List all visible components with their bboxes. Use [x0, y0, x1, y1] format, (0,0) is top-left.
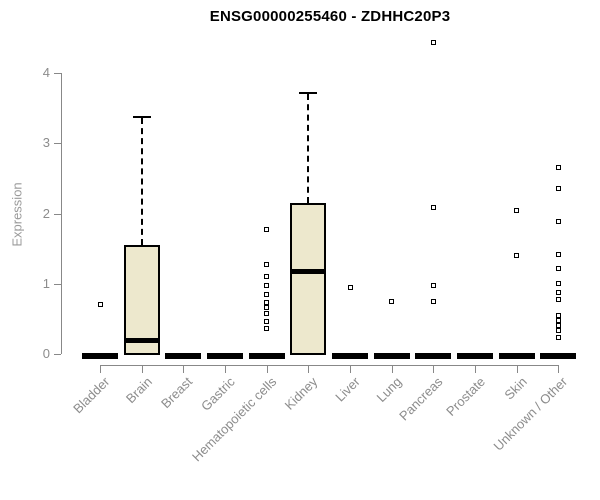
category-label: Brain — [122, 374, 155, 407]
category-label: Kidney — [281, 374, 321, 413]
x-axis-tick — [558, 365, 559, 373]
outlier-point — [431, 205, 436, 210]
upper-whisker — [141, 118, 143, 245]
outlier-point — [514, 208, 519, 213]
category-label: Pancreas — [396, 374, 446, 424]
outlier-point — [556, 297, 561, 302]
outlier-point — [264, 283, 269, 288]
category-label: Skin — [501, 374, 530, 403]
collapsed-box — [415, 353, 451, 359]
median-line — [124, 338, 160, 343]
outlier-point — [264, 292, 269, 297]
outlier-point — [556, 186, 561, 191]
outlier-point — [264, 311, 269, 316]
outlier-point — [431, 40, 436, 45]
outlier-point — [264, 274, 269, 279]
outlier-point — [556, 266, 561, 271]
box-iqr — [290, 203, 326, 355]
collapsed-box — [207, 353, 243, 359]
outlier-point — [264, 305, 269, 310]
category-label: Liver — [332, 374, 363, 405]
x-axis-tick — [183, 365, 184, 373]
upper-whisker — [307, 94, 309, 203]
y-axis-tick — [54, 354, 61, 355]
box-iqr — [124, 245, 160, 355]
y-axis-line — [61, 73, 62, 354]
outlier-point — [264, 319, 269, 324]
outlier-point — [556, 219, 561, 224]
outlier-point — [556, 318, 561, 323]
category-label: Bladder — [70, 374, 113, 417]
x-axis-tick — [225, 365, 226, 373]
outlier-point — [556, 165, 561, 170]
outlier-point — [556, 252, 561, 257]
outlier-point — [556, 323, 561, 328]
category-label: Breast — [158, 374, 196, 412]
outlier-point — [348, 285, 353, 290]
outlier-point — [556, 290, 561, 295]
y-axis-tick — [54, 143, 61, 144]
y-axis-tick — [54, 284, 61, 285]
category-label: Unknown / Other — [491, 374, 571, 454]
y-tick-label: 0 — [42, 346, 50, 361]
collapsed-box — [249, 353, 285, 359]
x-axis-tick — [517, 365, 518, 373]
outlier-point — [431, 283, 436, 288]
x-axis-tick — [267, 365, 268, 373]
collapsed-box — [82, 353, 118, 359]
outlier-point — [264, 300, 269, 305]
x-axis-tick — [350, 365, 351, 373]
collapsed-box — [165, 353, 201, 359]
outlier-point — [556, 328, 561, 333]
outlier-point — [389, 299, 394, 304]
y-tick-label: 1 — [42, 276, 50, 291]
y-axis-tick — [54, 73, 61, 74]
y-tick-label: 3 — [42, 135, 50, 150]
x-axis-tick — [433, 365, 434, 373]
x-axis-line — [100, 365, 559, 366]
collapsed-box — [374, 353, 410, 359]
collapsed-box — [499, 353, 535, 359]
collapsed-box — [540, 353, 576, 359]
category-label: Gastric — [197, 374, 238, 414]
outlier-point — [514, 253, 519, 258]
x-axis-tick — [142, 365, 143, 373]
median-line — [290, 269, 326, 274]
y-axis-tick — [54, 214, 61, 215]
y-tick-label: 2 — [42, 206, 50, 221]
outlier-point — [556, 281, 561, 286]
x-axis-tick — [392, 365, 393, 373]
chart-title: ENSG00000255460 - ZDHHC20P3 — [209, 8, 451, 25]
category-label: Prostate — [442, 374, 488, 419]
outlier-point — [264, 227, 269, 232]
whisker-cap — [133, 116, 151, 118]
outlier-point — [98, 302, 103, 307]
x-axis-tick — [475, 365, 476, 373]
y-tick-label: 4 — [42, 65, 50, 80]
x-axis-tick — [308, 365, 309, 373]
collapsed-box — [332, 353, 368, 359]
outlier-point — [556, 313, 561, 318]
whisker-cap — [299, 92, 317, 94]
outlier-point — [556, 335, 561, 340]
x-axis-tick — [100, 365, 101, 373]
outlier-point — [264, 326, 269, 331]
category-label: Lung — [373, 374, 405, 406]
outlier-point — [431, 299, 436, 304]
outlier-point — [264, 262, 269, 267]
collapsed-box — [457, 353, 493, 359]
